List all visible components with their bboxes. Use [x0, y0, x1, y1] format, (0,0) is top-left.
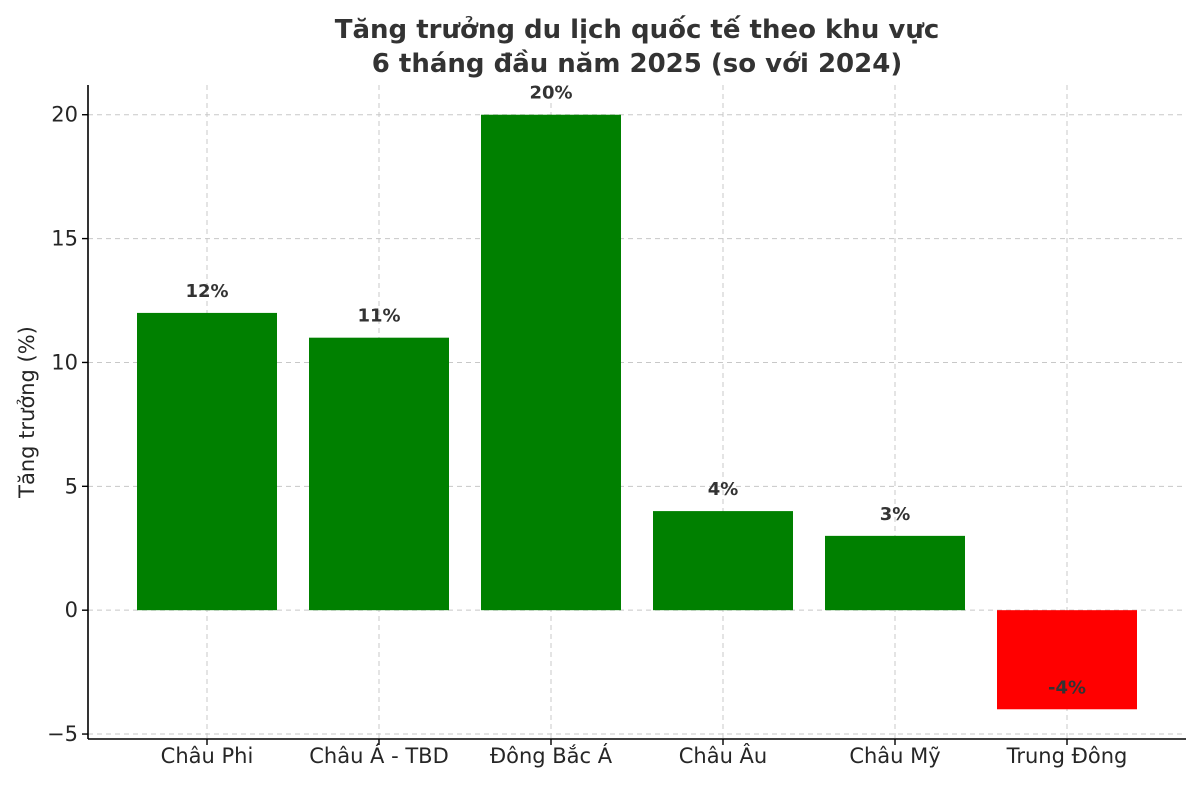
- data-labels: 12% 11% 20% 4% 3% -4%: [185, 83, 1086, 699]
- y-tick-label: 10: [51, 350, 78, 374]
- x-tick-label: Châu Âu: [679, 743, 768, 768]
- x-tick-labels: Châu Phi Châu Á - TBD Đông Bắc Á Châu Âu Châ…: [161, 743, 1128, 768]
- bar: [481, 114, 621, 611]
- bar: [825, 535, 965, 611]
- bar-value-label: 4%: [708, 479, 739, 500]
- x-tick-label: Châu Mỹ: [849, 744, 940, 768]
- chart-title-line-2: 6 tháng đầu năm 2025 (so với 2024): [372, 48, 902, 79]
- bar-value-label: 12%: [185, 281, 228, 302]
- y-tick-labels: −5 0 5 10 15 20: [47, 103, 78, 746]
- bar-value-label: 3%: [880, 504, 911, 525]
- y-tick-label: −5: [47, 722, 78, 746]
- bars: [137, 114, 1137, 710]
- bar: [137, 312, 277, 611]
- y-tick-label: 0: [65, 598, 78, 622]
- bar: [997, 610, 1137, 710]
- axes: [82, 85, 1186, 745]
- y-tick-label: 5: [65, 474, 78, 498]
- x-tick-label: Châu Phi: [161, 744, 254, 768]
- bar: [309, 337, 449, 611]
- x-tick-label: Châu Á - TBD: [309, 743, 449, 768]
- y-tick-label: 20: [51, 103, 78, 127]
- bar: [653, 511, 793, 611]
- bar-value-label: 11%: [357, 306, 400, 327]
- x-tick-label: Trung Đông: [1006, 744, 1128, 768]
- y-tick-label: 15: [51, 227, 78, 251]
- bar-value-label: -4%: [1048, 677, 1086, 698]
- chart-title-line-1: Tăng trưởng du lịch quốc tế theo khu vực: [335, 14, 940, 45]
- x-tick-label: Đông Bắc Á: [490, 743, 613, 768]
- bar-value-label: 20%: [529, 83, 572, 104]
- y-axis-label: Tăng trưởng (%): [15, 326, 39, 499]
